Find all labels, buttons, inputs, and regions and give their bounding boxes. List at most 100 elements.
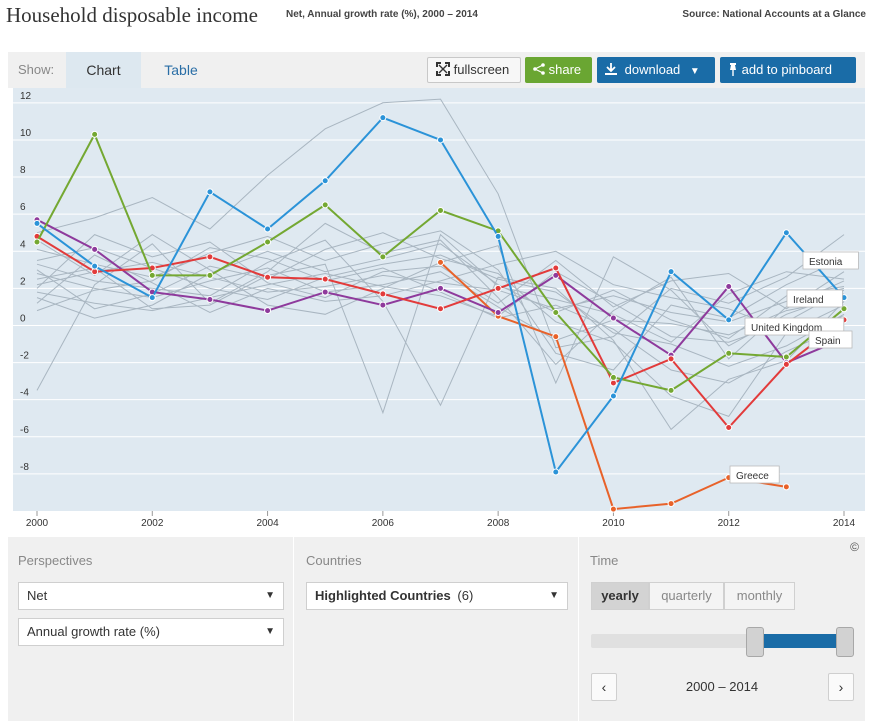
x-tick-label: 2000 <box>26 518 49 528</box>
data-point[interactable] <box>782 360 790 368</box>
background-series-line <box>36 98 845 349</box>
y-tick-label: 12 <box>20 91 32 102</box>
perspectives-label: Perspectives <box>18 553 93 568</box>
data-point[interactable] <box>667 268 675 276</box>
data-point[interactable] <box>552 468 560 476</box>
data-point[interactable] <box>609 505 617 513</box>
range-next-button[interactable]: › <box>828 673 854 701</box>
caret-down-icon: ▼ <box>265 590 275 601</box>
data-point[interactable] <box>264 225 272 233</box>
source-label: Source: National Accounts at a Glance <box>682 9 866 20</box>
chevron-right-icon: › <box>838 679 844 695</box>
time-slider-range <box>755 634 845 648</box>
data-point[interactable] <box>148 294 156 302</box>
divider <box>293 537 294 721</box>
data-point[interactable] <box>667 500 675 508</box>
time-slider-end-handle[interactable] <box>836 627 854 657</box>
time-yearly-button[interactable]: yearly <box>591 582 649 610</box>
data-point[interactable] <box>206 253 214 261</box>
time-quarterly-button[interactable]: quarterly <box>649 582 724 610</box>
background-series-line <box>36 247 845 384</box>
y-tick-label: 6 <box>20 202 26 213</box>
data-point[interactable] <box>206 271 214 279</box>
data-point[interactable] <box>379 253 387 261</box>
data-point[interactable] <box>494 284 502 292</box>
data-point[interactable] <box>379 301 387 309</box>
data-point[interactable] <box>667 355 675 363</box>
countries-label: Countries <box>306 553 362 568</box>
data-point[interactable] <box>321 177 329 185</box>
data-point[interactable] <box>782 483 790 491</box>
data-point[interactable] <box>91 130 99 138</box>
series-label-spain: Spain <box>815 336 841 347</box>
data-point[interactable] <box>33 219 41 227</box>
background-series-line <box>36 261 845 323</box>
background-series-line <box>36 230 845 371</box>
data-point[interactable] <box>494 308 502 316</box>
data-point[interactable] <box>552 264 560 272</box>
data-point[interactable] <box>379 114 387 122</box>
data-point[interactable] <box>782 229 790 237</box>
caret-down-icon: ▼ <box>689 66 700 77</box>
line-chart: 12 10 8 6 4 2 0 -2 -4 -6 -8 2000 2002 2004 2006 2008 20… <box>13 88 865 529</box>
countries-select[interactable]: Highlighted Countries (6) ▼ <box>306 582 568 610</box>
data-point[interactable] <box>148 271 156 279</box>
data-point[interactable] <box>379 290 387 298</box>
data-point[interactable] <box>33 238 41 246</box>
data-point[interactable] <box>725 349 733 357</box>
data-point[interactable] <box>437 206 444 214</box>
x-tick-label: 2002 <box>141 518 164 528</box>
data-point[interactable] <box>667 386 675 394</box>
fullscreen-button[interactable]: fullscreen <box>427 57 521 83</box>
data-point[interactable] <box>91 245 99 253</box>
download-button[interactable]: download ▼ <box>597 57 715 83</box>
data-point[interactable] <box>552 333 560 341</box>
data-point[interactable] <box>725 316 733 324</box>
caret-down-icon: ▼ <box>265 626 275 637</box>
data-point[interactable] <box>206 188 214 196</box>
time-monthly-button[interactable]: monthly <box>724 582 795 610</box>
x-tick-label: 2012 <box>718 518 741 528</box>
y-tick-label: 10 <box>20 128 32 139</box>
pinboard-label: add to pinboard <box>741 62 832 77</box>
add-to-pinboard-button[interactable]: add to pinboard <box>720 57 856 83</box>
data-point[interactable] <box>437 305 444 313</box>
background-series-line <box>36 232 845 417</box>
x-tick-label: 2006 <box>372 518 395 528</box>
share-icon <box>533 63 545 75</box>
y-tick-label: -8 <box>20 462 29 473</box>
data-point[interactable] <box>437 136 444 144</box>
data-point[interactable] <box>437 258 444 266</box>
tab-table[interactable]: Table <box>164 62 198 78</box>
data-point[interactable] <box>609 314 617 322</box>
chart-toolbar: Show: Chart Table fullscreen share downl… <box>8 52 865 88</box>
data-point[interactable] <box>609 392 617 400</box>
data-point[interactable] <box>206 296 214 303</box>
data-point[interactable] <box>609 373 617 381</box>
perspective-select-unit[interactable]: Annual growth rate (%) ▼ <box>18 618 284 646</box>
data-point[interactable] <box>321 288 329 296</box>
tab-chart[interactable]: Chart <box>66 52 141 88</box>
data-point[interactable] <box>725 424 733 432</box>
range-prev-button[interactable]: ‹ <box>591 673 617 701</box>
series-label-box <box>808 330 853 349</box>
data-point[interactable] <box>437 284 444 292</box>
data-point[interactable] <box>552 308 560 316</box>
series-label-ireland: Ireland <box>793 295 824 306</box>
data-point[interactable] <box>725 283 733 291</box>
perspective-select-measure[interactable]: Net ▼ <box>18 582 284 610</box>
data-point[interactable] <box>91 262 99 270</box>
share-button[interactable]: share <box>525 57 592 83</box>
data-point[interactable] <box>264 307 272 315</box>
data-point[interactable] <box>321 275 329 283</box>
background-series-line <box>36 271 845 343</box>
data-point[interactable] <box>264 238 272 246</box>
data-point[interactable] <box>321 201 329 209</box>
time-range-value: 2000 – 2014 <box>685 679 759 694</box>
chart-title: Household disposable income <box>6 3 258 27</box>
time-slider-start-handle[interactable] <box>746 627 764 657</box>
data-point[interactable] <box>264 273 272 281</box>
data-point[interactable] <box>494 232 502 240</box>
chart-header: Household disposable income Net, Annual … <box>0 0 872 40</box>
data-point[interactable] <box>782 353 790 361</box>
